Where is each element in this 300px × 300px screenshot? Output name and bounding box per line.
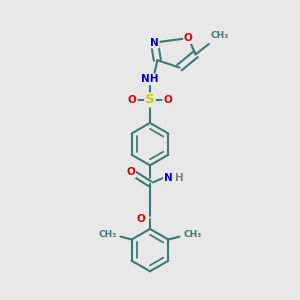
Text: NH: NH — [141, 74, 159, 84]
Text: CH₃: CH₃ — [183, 230, 201, 239]
Text: O: O — [127, 167, 135, 177]
Text: O: O — [184, 33, 193, 43]
Text: CH₃: CH₃ — [210, 32, 229, 40]
Text: O: O — [163, 95, 172, 105]
Text: N: N — [164, 173, 172, 183]
Text: O: O — [128, 95, 137, 105]
Text: N: N — [150, 38, 159, 47]
Text: H: H — [175, 173, 184, 183]
Text: CH₃: CH₃ — [99, 230, 117, 239]
Text: S: S — [145, 93, 155, 106]
Text: O: O — [137, 214, 146, 224]
